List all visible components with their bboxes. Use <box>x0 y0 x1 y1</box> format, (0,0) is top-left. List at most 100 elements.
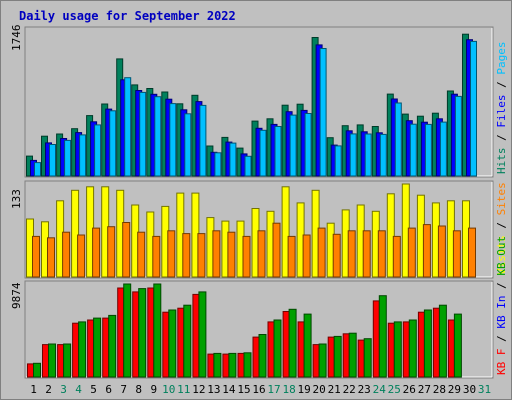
legend-entry: Visits <box>495 235 508 275</box>
bar-kb-out-day-3 <box>63 343 72 378</box>
bar-kb-out-day-23 <box>363 338 372 378</box>
bar-kb-out-day-2 <box>48 343 56 378</box>
bar-sites-day-18 <box>287 235 296 278</box>
bar-kb-out-day-6 <box>108 314 117 378</box>
bar-kb-f-day-17 <box>267 321 275 378</box>
day-label: 10 <box>162 383 175 396</box>
bar-kb-out-day-8 <box>138 288 147 378</box>
bar-pages-day-4 <box>79 134 87 177</box>
bar-sites-day-20 <box>317 227 326 278</box>
chart-title: Daily usage for September 2022 <box>19 9 236 23</box>
y-max-label: 133 <box>10 189 23 209</box>
bar-kb-out-day-28 <box>438 304 447 378</box>
day-label: 19 <box>297 383 310 396</box>
bar-sites-day-14 <box>227 231 236 278</box>
bar-sites-day-23 <box>362 230 371 278</box>
bar-sites-day-24 <box>377 230 386 278</box>
day-label: 22 <box>343 383 356 396</box>
bar-sites-day-7 <box>122 222 131 278</box>
bar-pages-day-9 <box>154 96 162 177</box>
bar-kb-out-day-4 <box>78 321 87 378</box>
legend-entry: KB In <box>495 296 508 329</box>
bar-kb-f-day-18 <box>282 311 290 378</box>
bar-sites-day-22 <box>347 230 356 278</box>
bar-kb-f-day-6 <box>102 317 110 378</box>
bar-kb-out-day-20 <box>318 343 327 378</box>
bar-kb-out-day-5 <box>93 317 102 378</box>
bar-visits-day-4 <box>71 189 80 278</box>
bar-kb-f-day-14 <box>222 353 230 378</box>
bar-kb-f-day-13 <box>207 353 215 378</box>
day-label: 25 <box>388 383 401 396</box>
bar-sites-day-10 <box>167 230 176 278</box>
bar-kb-f-day-5 <box>87 319 95 378</box>
bar-kb-f-day-10 <box>162 311 170 378</box>
bar-pages-day-30 <box>470 40 477 177</box>
bar-kb-out-day-26 <box>408 319 417 378</box>
bar-pages-day-23 <box>364 133 372 177</box>
panel-hits-files-pages: 1746 Hits / Files / Pages <box>10 25 508 178</box>
bar-pages-day-10 <box>169 103 177 177</box>
bar-pages-day-28 <box>439 121 447 177</box>
bar-pages-day-7 <box>124 77 132 177</box>
bar-kb-f-day-28 <box>432 307 440 378</box>
panel-kb: 9874 KB F / KB In / KB Out <box>10 236 508 379</box>
day-label: 31 <box>478 383 491 396</box>
panel-border <box>24 26 494 178</box>
bar-sites-day-1 <box>32 235 40 278</box>
day-label: 18 <box>282 383 295 396</box>
bar-kb-out-day-1 <box>33 362 41 378</box>
bar-kb-out-day-22 <box>348 332 357 378</box>
day-label: 11 <box>177 383 190 396</box>
bar-kb-f-day-27 <box>417 311 425 378</box>
bar-pages-day-25 <box>394 102 402 177</box>
bar-kb-out-day-11 <box>183 304 192 378</box>
bar-kb-out-day-12 <box>198 291 207 378</box>
day-label: 16 <box>252 383 265 396</box>
day-label: 1 <box>30 383 37 396</box>
day-label: 6 <box>105 383 112 396</box>
bar-kb-f-day-29 <box>447 319 455 378</box>
day-label: 24 <box>373 383 387 396</box>
bar-kb-f-day-1 <box>27 363 34 378</box>
bar-kb-f-day-2 <box>42 344 49 378</box>
bar-kb-f-day-3 <box>57 344 65 378</box>
legend-entry: Files <box>495 95 508 128</box>
bar-kb-out-day-18 <box>288 308 297 378</box>
day-label: 21 <box>328 383 341 396</box>
bar-kb-f-day-12 <box>192 293 200 378</box>
y-max-label: 9874 <box>10 282 23 309</box>
bar-pages-day-2 <box>49 144 56 177</box>
day-label: 28 <box>433 383 446 396</box>
bar-kb-f-day-25 <box>387 322 395 378</box>
legend-entry: / <box>495 276 508 296</box>
bar-kb-out-day-21 <box>333 335 342 378</box>
bar-pages-day-8 <box>139 91 147 177</box>
day-label: 30 <box>463 383 476 396</box>
bar-sites-day-19 <box>302 234 311 278</box>
day-label: 3 <box>60 383 67 396</box>
bar-kb-f-day-23 <box>357 339 365 378</box>
legend-entry: / <box>495 329 508 349</box>
bar-sites-day-30 <box>468 227 476 278</box>
bar-pages-day-16 <box>259 129 267 177</box>
day-label: 15 <box>237 383 250 396</box>
bar-kb-f-day-11 <box>177 307 185 378</box>
day-label: 7 <box>120 383 127 396</box>
bar-sites-day-21 <box>332 233 341 278</box>
bar-kb-out-day-16 <box>258 334 267 378</box>
day-label: 17 <box>267 383 280 396</box>
bar-kb-f-day-8 <box>132 291 140 378</box>
day-label: 8 <box>135 383 142 396</box>
day-label: 9 <box>150 383 157 396</box>
bar-kb-out-day-29 <box>453 313 462 378</box>
bar-sites-day-2 <box>47 237 55 278</box>
bar-pages-day-5 <box>94 124 102 177</box>
panel-visits-sites: 133 Visits / Sites <box>10 180 508 279</box>
bar-kb-out-day-24 <box>378 295 387 378</box>
bar-pages-day-11 <box>184 113 192 177</box>
bar-kb-out-day-14 <box>228 352 237 378</box>
bar-pages-day-26 <box>409 123 417 177</box>
bar-kb-f-day-16 <box>252 336 260 378</box>
